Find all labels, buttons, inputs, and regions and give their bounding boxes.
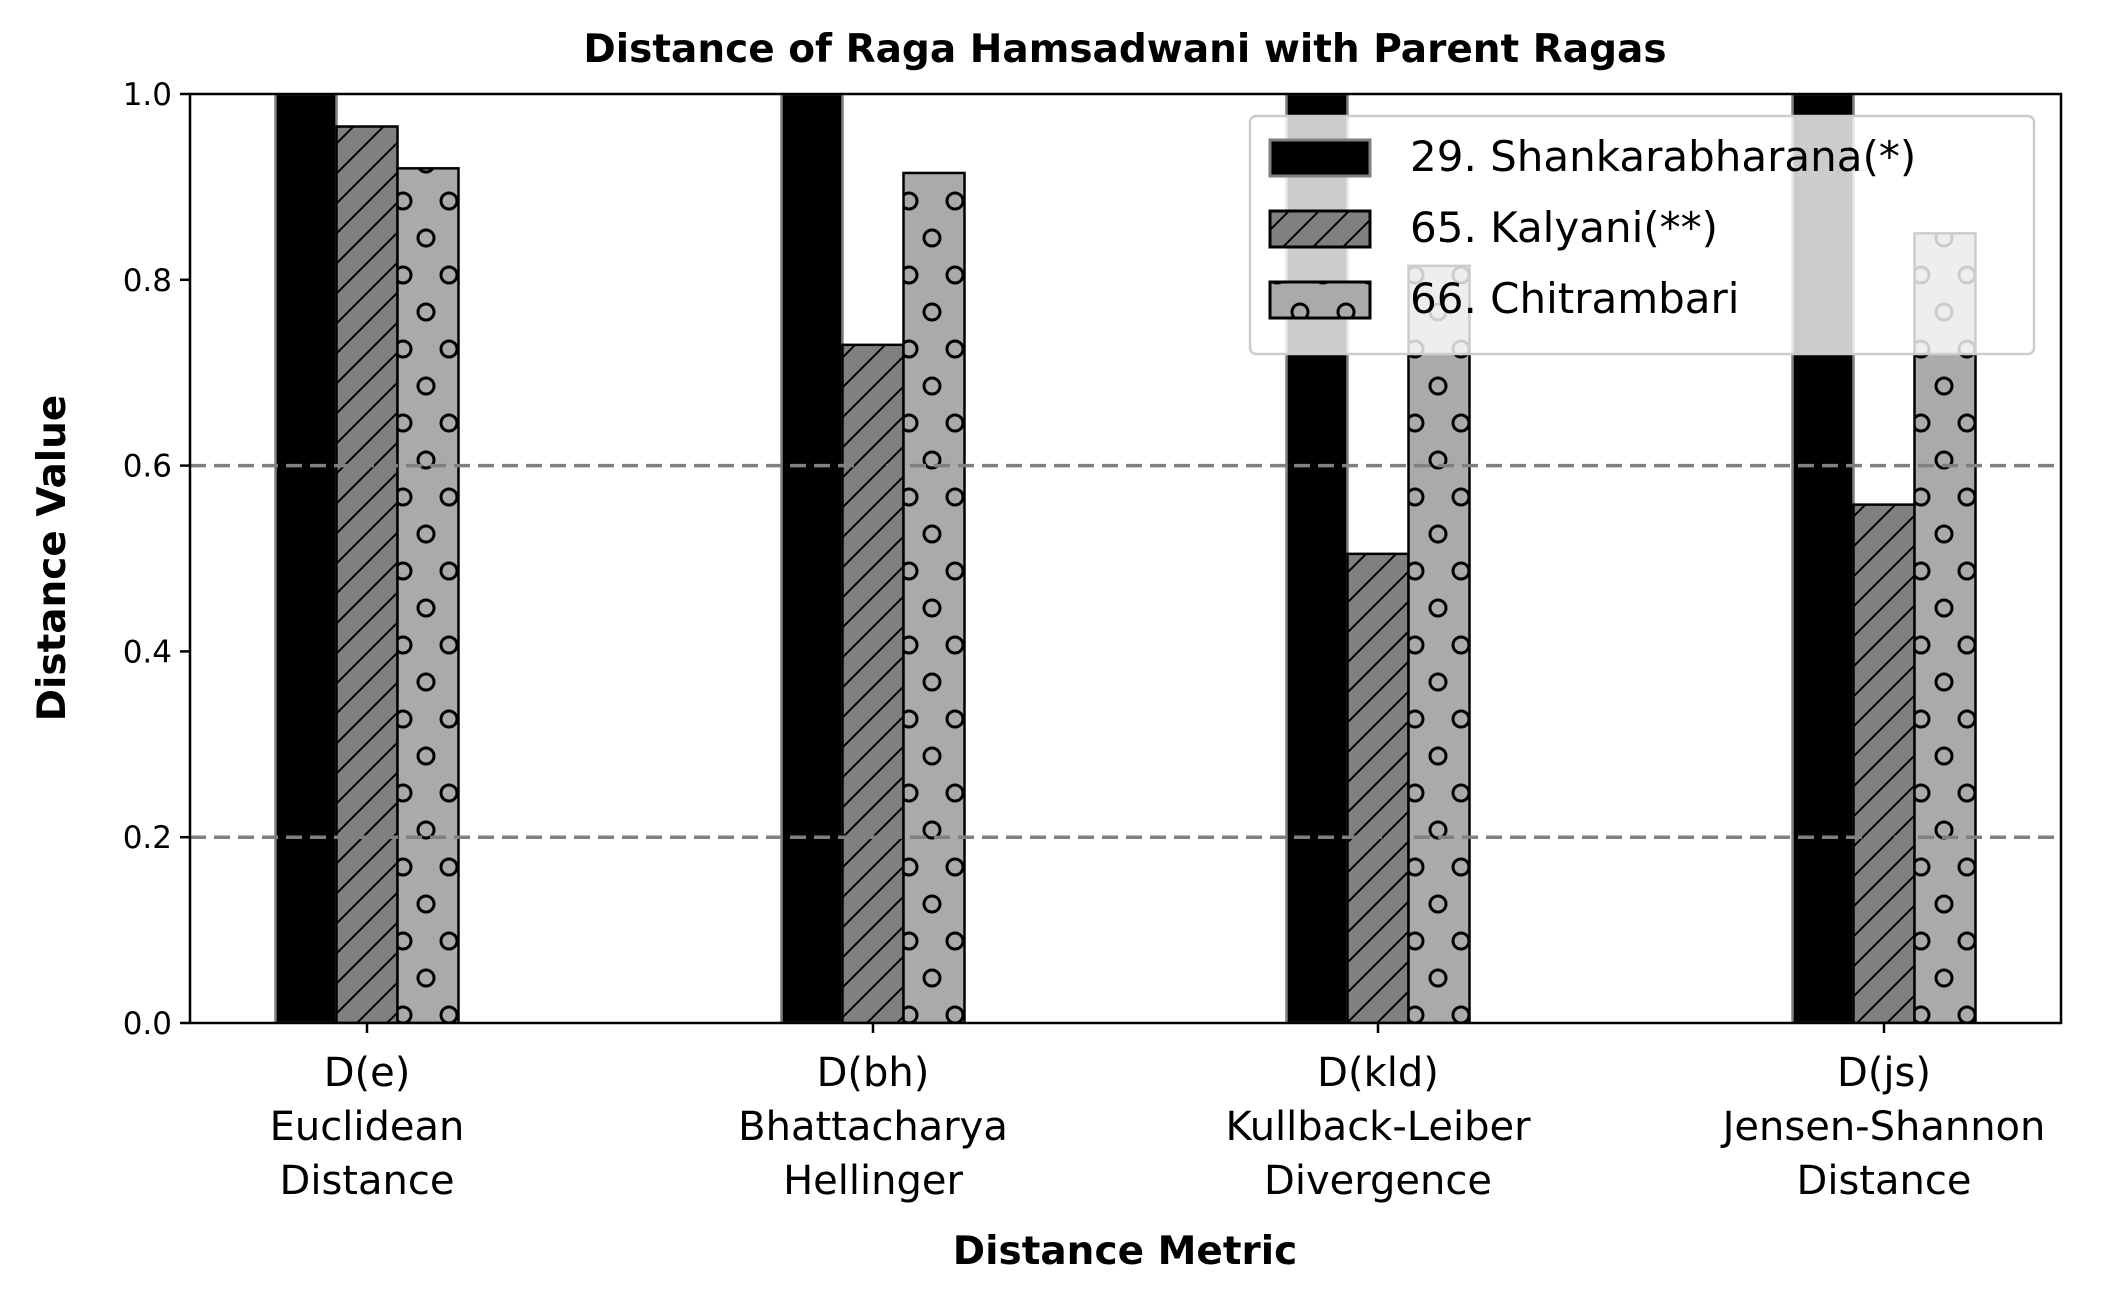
legend-label: 29. Shankarabharana(*) [1410,132,1916,181]
y-axis: 0.0 0.2 0.4 0.6 0.8 1.0 [123,77,190,1042]
legend-box [1248,114,2036,356]
y-tick-label: 0.4 [123,634,172,670]
x-tick-label: Distance [280,1158,455,1204]
x-tick-label: Bhattacharya [738,1104,1008,1150]
bar-2-4 [1852,503,1916,1023]
x-tick-label: Distance [1797,1158,1972,1204]
x-tick-label: Hellinger [783,1158,963,1204]
x-tick-label: Jensen-Shannon [1720,1104,2046,1150]
bar-1-2 [780,94,844,1023]
bar-2-2 [841,343,905,1023]
y-tick-label: 0.6 [123,449,172,485]
y-axis-label: Distance Value [30,395,75,722]
x-tick-label: Euclidean [270,1104,465,1150]
x-tick-label: D(js) [1837,1050,1931,1096]
bar-1-1 [274,94,338,1023]
legend: 29. Shankarabharana(*) 65. Kalyani(**) 66.… [1248,114,2036,356]
y-tick-label: 0.2 [123,820,172,856]
legend-label: 66. Chitrambari [1410,274,1739,323]
x-tick-label: D(kld) [1317,1050,1439,1096]
bar-3-2 [902,171,966,1023]
legend-swatch [1268,280,1372,320]
x-tick-label: Kullback-Leiber [1225,1104,1531,1150]
x-tick-label: Divergence [1264,1158,1492,1204]
bar-3-3 [1407,264,1471,1023]
x-axis-label: Distance Metric [953,1229,1297,1274]
legend-swatch [1268,138,1372,178]
plot-frame [188,92,2063,1025]
y-tick-label: 1.0 [123,77,172,113]
bar-3-4 [1913,232,1977,1023]
y-tick-label: 0.0 [123,1006,172,1042]
x-tick-label: D(bh) [817,1050,930,1096]
x-axis: D(e) Euclidean Distance D(bh) Bhattacharya He… [270,1023,2046,1204]
bar-2-3 [1346,552,1410,1023]
x-tick-label: D(e) [324,1050,411,1096]
bar-3-1 [396,167,460,1023]
legend-swatch [1268,209,1372,249]
bar-2-1 [335,125,399,1023]
reference-lines [190,463,2061,839]
legend-label: 65. Kalyani(**) [1410,203,1718,252]
chart-title: Distance of Raga Hamsadwani with Parent … [583,27,1666,72]
y-tick-label: 0.8 [123,263,172,299]
